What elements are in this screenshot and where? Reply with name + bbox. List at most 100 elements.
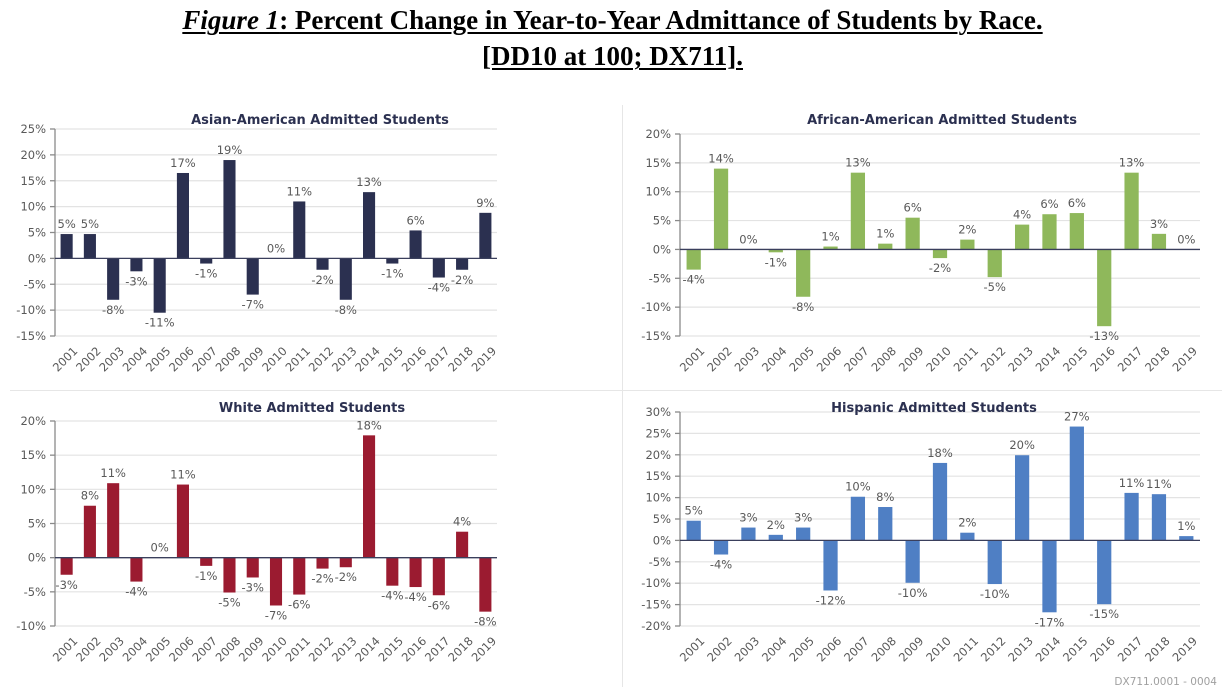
bar-2012 <box>987 249 1002 278</box>
x-tick-label: 2009 <box>236 344 267 375</box>
y-tick-label: -15% <box>641 598 671 612</box>
x-tick-label: 2012 <box>306 634 337 665</box>
bar-2007 <box>200 557 213 566</box>
bar-2017 <box>432 258 445 278</box>
data-label-2006: 11% <box>170 468 196 482</box>
x-tick-label: 2008 <box>868 344 899 375</box>
y-tick-label: 15% <box>20 174 46 188</box>
x-tick-label: 2015 <box>375 634 406 665</box>
data-label-2018: 11% <box>1146 477 1172 491</box>
data-label-2011: 2% <box>958 516 976 530</box>
x-tick-label: 2005 <box>143 634 174 665</box>
bar-2015 <box>386 557 399 586</box>
x-tick-label: 2016 <box>1087 344 1118 375</box>
bar-2011 <box>960 532 975 541</box>
bar-2012 <box>987 540 1002 585</box>
x-tick-label: 2001 <box>50 344 81 375</box>
x-tick-label: 2002 <box>704 344 735 375</box>
data-label-2002: 5% <box>81 217 99 231</box>
bar-2016 <box>1097 540 1112 605</box>
figure-title-lead: Figure 1 <box>182 5 280 35</box>
x-tick-label: 2010 <box>923 344 954 375</box>
y-tick-label: 0% <box>28 251 46 265</box>
data-label-2007: -1% <box>195 267 217 281</box>
x-tick-label: 2011 <box>282 344 313 375</box>
chart-title: Asian-American Admitted Students <box>191 113 449 128</box>
x-tick-label: 2008 <box>213 634 244 665</box>
bar-2005 <box>796 527 811 541</box>
bar-2007 <box>850 172 866 250</box>
x-tick-label: 2019 <box>1169 344 1200 375</box>
y-tick-label: -20% <box>641 619 671 633</box>
bar-2018 <box>456 258 469 270</box>
x-tick-label: 2017 <box>1115 344 1146 375</box>
data-label-2012: -5% <box>984 280 1006 294</box>
x-tick-label: 2008 <box>868 634 899 665</box>
x-tick-label: 2003 <box>96 634 127 665</box>
bar-2013 <box>1014 455 1030 541</box>
bar-2019 <box>479 212 492 259</box>
x-tick-label: 2014 <box>352 344 383 375</box>
data-label-2002: -4% <box>710 558 732 572</box>
data-label-2008: 8% <box>876 490 894 504</box>
y-tick-label: 10% <box>20 200 46 214</box>
bar-2018 <box>456 531 469 558</box>
data-label-2004: -4% <box>125 585 147 599</box>
y-tick-label: 30% <box>645 405 671 419</box>
y-tick-label: 15% <box>645 156 671 170</box>
x-tick-label: 2016 <box>399 344 430 375</box>
data-label-2001: 5% <box>58 217 76 231</box>
x-tick-label: 2012 <box>978 344 1009 375</box>
data-label-2010: -7% <box>265 609 287 623</box>
x-tick-label: 2018 <box>445 634 476 665</box>
x-tick-label: 2014 <box>352 634 383 665</box>
data-label-2008: 1% <box>876 227 894 241</box>
bar-2010 <box>932 249 948 259</box>
x-tick-label: 2013 <box>1005 344 1036 375</box>
x-tick-label: 2006 <box>166 634 197 665</box>
data-label-2016: 6% <box>406 213 424 227</box>
x-tick-label: 2015 <box>1060 344 1091 375</box>
x-tick-label: 2013 <box>329 344 360 375</box>
bar-2015 <box>1069 213 1084 250</box>
x-tick-label: 2018 <box>445 344 476 375</box>
bar-2014 <box>363 435 376 558</box>
x-tick-label: 2009 <box>896 344 927 375</box>
data-label-2015: 6% <box>1068 196 1086 210</box>
x-tick-label: 2005 <box>143 344 174 375</box>
x-tick-label: 2007 <box>841 634 872 665</box>
data-label-2014: 6% <box>1040 197 1058 211</box>
x-tick-label: 2009 <box>896 634 927 665</box>
y-tick-label: -5% <box>24 277 46 291</box>
y-tick-label: -10% <box>16 303 46 317</box>
data-label-2012: -2% <box>311 572 333 586</box>
data-label-2001: -4% <box>682 273 704 287</box>
data-label-2005: 3% <box>794 511 812 525</box>
data-label-2001: -3% <box>55 578 77 592</box>
x-tick-label: 2015 <box>375 344 406 375</box>
y-tick-label: 0% <box>28 551 46 565</box>
data-label-2005: -11% <box>145 316 175 330</box>
bar-2001 <box>686 520 701 541</box>
x-tick-label: 2002 <box>73 344 104 375</box>
data-label-2005: 0% <box>151 541 169 555</box>
x-tick-label: 2012 <box>306 344 337 375</box>
data-label-2003: -8% <box>102 303 124 317</box>
bar-2014 <box>1042 214 1057 250</box>
bar-2019 <box>479 557 492 612</box>
bar-2014 <box>1042 540 1057 613</box>
x-tick-label: 2011 <box>951 344 982 375</box>
bar-2002 <box>713 540 729 555</box>
y-tick-label: 0% <box>653 533 671 547</box>
chart-white: -10% -5% 0% 5% 10% 15% 20% -3% 2001 8% 2002 11% 2003… <box>16 401 499 665</box>
x-tick-label: 2005 <box>786 634 817 665</box>
y-tick-label: -15% <box>641 329 671 343</box>
data-label-2019: 1% <box>1177 519 1195 533</box>
data-label-2010: 18% <box>927 446 953 460</box>
data-label-2015: -1% <box>381 267 403 281</box>
data-label-2009: -7% <box>242 298 264 312</box>
x-tick-label: 2014 <box>1033 344 1064 375</box>
data-label-2016: -4% <box>404 590 426 604</box>
panel-divider-horizontal <box>10 390 1222 391</box>
source-note: DX711.0001 - 0004 <box>1114 676 1217 688</box>
